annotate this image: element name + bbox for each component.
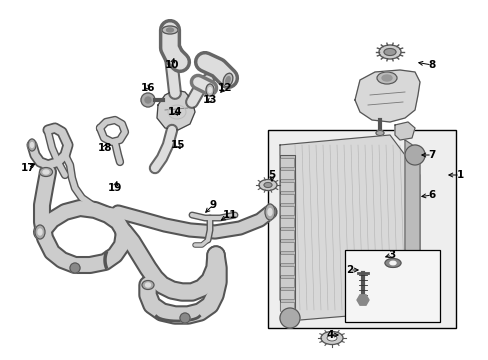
Text: 18: 18 — [98, 143, 112, 153]
Bar — [280, 242, 293, 251]
Bar — [280, 302, 293, 311]
Text: 16: 16 — [141, 83, 155, 93]
Ellipse shape — [264, 183, 271, 188]
Bar — [280, 170, 293, 179]
Ellipse shape — [384, 258, 400, 267]
Bar — [280, 230, 293, 239]
Text: 14: 14 — [167, 107, 182, 117]
Bar — [280, 182, 293, 191]
Ellipse shape — [28, 139, 36, 151]
Polygon shape — [404, 140, 419, 318]
Circle shape — [280, 308, 299, 328]
Ellipse shape — [264, 204, 274, 220]
Ellipse shape — [320, 332, 342, 345]
Bar — [280, 266, 293, 275]
Polygon shape — [354, 70, 419, 122]
Ellipse shape — [376, 72, 396, 84]
Ellipse shape — [389, 261, 395, 265]
Bar — [280, 278, 293, 287]
Ellipse shape — [267, 208, 271, 216]
Ellipse shape — [30, 143, 34, 148]
Text: 5: 5 — [268, 170, 275, 180]
Circle shape — [141, 93, 155, 107]
Circle shape — [180, 313, 190, 323]
Bar — [280, 218, 293, 227]
Text: 10: 10 — [164, 60, 179, 70]
Bar — [280, 158, 293, 167]
Bar — [280, 194, 293, 203]
Text: 12: 12 — [217, 83, 232, 93]
Circle shape — [404, 145, 424, 165]
Bar — [280, 206, 293, 215]
Text: 6: 6 — [427, 190, 435, 200]
Ellipse shape — [35, 225, 45, 239]
Text: 4: 4 — [325, 330, 333, 340]
Bar — [280, 290, 293, 299]
Bar — [267, 130, 455, 328]
Ellipse shape — [43, 170, 49, 174]
Ellipse shape — [378, 45, 400, 59]
Text: 15: 15 — [170, 140, 185, 150]
Ellipse shape — [208, 87, 211, 93]
Circle shape — [145, 97, 151, 103]
Text: 7: 7 — [427, 150, 435, 160]
Ellipse shape — [166, 28, 173, 32]
Text: 11: 11 — [223, 210, 237, 220]
Text: 13: 13 — [203, 95, 217, 105]
Ellipse shape — [38, 229, 42, 235]
Ellipse shape — [375, 130, 383, 135]
Polygon shape — [157, 90, 195, 130]
Ellipse shape — [326, 335, 336, 341]
Bar — [280, 254, 293, 263]
Ellipse shape — [383, 49, 395, 55]
Text: 9: 9 — [209, 200, 216, 210]
Polygon shape — [280, 155, 294, 310]
Text: 1: 1 — [455, 170, 463, 180]
Ellipse shape — [145, 283, 150, 287]
Ellipse shape — [225, 77, 230, 84]
Ellipse shape — [205, 84, 214, 96]
Ellipse shape — [162, 26, 178, 34]
Bar — [345, 250, 439, 322]
Ellipse shape — [381, 75, 391, 81]
Circle shape — [70, 263, 80, 273]
Polygon shape — [394, 122, 414, 140]
Ellipse shape — [40, 167, 52, 176]
Text: 17: 17 — [20, 163, 35, 173]
Text: 2: 2 — [346, 265, 353, 275]
Text: 19: 19 — [107, 183, 122, 193]
Ellipse shape — [223, 73, 232, 87]
Text: 3: 3 — [387, 250, 395, 260]
Ellipse shape — [259, 180, 276, 190]
Polygon shape — [280, 135, 419, 320]
Polygon shape — [356, 295, 368, 305]
Ellipse shape — [142, 280, 154, 289]
Text: 8: 8 — [427, 60, 435, 70]
